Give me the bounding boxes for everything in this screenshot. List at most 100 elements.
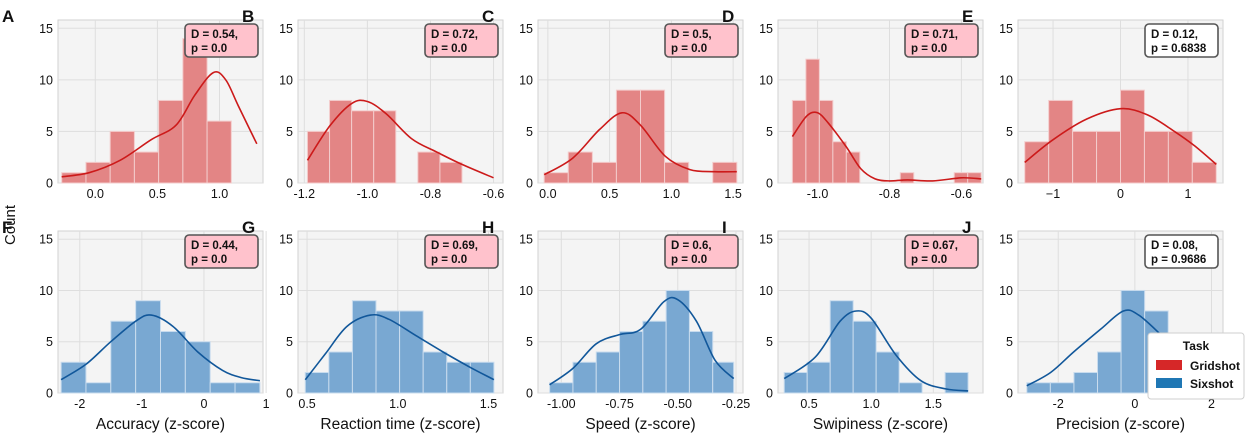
x-tick-label-e: −1: [1046, 187, 1060, 201]
x-tick-label-j: -2: [1053, 397, 1064, 411]
hist-bar-f: [110, 320, 137, 394]
y-tick-label-i: 0: [766, 387, 773, 401]
y-tick-label-d: 5: [766, 125, 773, 139]
hist-bar-c: [664, 161, 690, 184]
x-axis-label-i: Swipiness (z-score): [813, 416, 948, 433]
kde-line-g: [304, 313, 495, 381]
hist-bar-i: [944, 371, 969, 394]
y-tick-label-g: 10: [279, 284, 293, 298]
hist-bar-b: [351, 110, 375, 184]
hist-bar-h: [572, 361, 597, 394]
x-tick-label-f: 0: [201, 397, 208, 411]
panel-letter-i: I: [722, 218, 727, 237]
stats-d-e: D = 0.12,: [1151, 29, 1198, 41]
x-tick-label-c: 1.0: [663, 187, 680, 201]
x-tick-label-e: 0: [1117, 187, 1124, 201]
y-tick-label-d: 10: [759, 73, 773, 87]
panel-letter-h: H: [482, 218, 494, 237]
x-axis-label-f: Accuracy (z-score): [96, 416, 225, 433]
y-tick-label-i: 15: [759, 233, 773, 247]
hist-bar-i: [806, 361, 831, 394]
panel-letter-c: C: [482, 7, 494, 26]
stats-p-a: p = 0.0: [191, 43, 227, 55]
hist-bar-c: [567, 151, 593, 184]
stats-p-i: p = 0.0: [911, 254, 947, 266]
y-tick-label-i: 10: [759, 284, 773, 298]
x-tick-label-a: 0.5: [149, 187, 166, 201]
y-tick-label-i: 5: [766, 335, 773, 349]
stats-d-g: D = 0.69,: [431, 240, 478, 252]
x-tick-label-j: 2: [1208, 397, 1215, 411]
hist-bar-d: [791, 99, 807, 184]
y-tick-label-c: 15: [519, 22, 533, 36]
kde-line-a: [61, 71, 258, 178]
y-tick-label-h: 15: [519, 233, 533, 247]
stats-box-c: [664, 23, 739, 58]
kde-line-d: [791, 111, 982, 182]
x-tick-label-c: 0.0: [539, 187, 556, 201]
hist-bar-j: [1073, 371, 1099, 394]
kde-line-f: [60, 314, 261, 382]
y-tick-label-e: 15: [999, 22, 1013, 36]
hist-bar-g: [422, 351, 448, 394]
x-tick-label-d: -1.0: [807, 187, 829, 201]
x-tick-label-g: 0.5: [298, 397, 315, 411]
x-tick-label-f: -1: [136, 397, 147, 411]
hist-bar-a: [206, 120, 232, 184]
x-tick-label-g: 1.0: [389, 397, 406, 411]
hist-bar-e: [1191, 161, 1217, 184]
y-tick-label-f: 5: [46, 335, 53, 349]
panel-d: 0 5 10 15 -1.0 -0.8 -0.6 D D = 0.71, p = 0.0: [722, 7, 984, 201]
x-tick-label-e: 1: [1184, 187, 1191, 201]
y-tick-label-d: 0: [766, 177, 773, 191]
panel-a: 0 5 10 15 0.0 0.5 1.0 A D = 0.54, p = 0.0: [2, 7, 264, 201]
x-tick-label-b: -1.2: [294, 187, 316, 201]
y-tick-label-j: 10: [999, 284, 1013, 298]
x-tick-label-h: -0.75: [605, 397, 634, 411]
x-tick-label-c: 0.5: [601, 187, 618, 201]
x-tick-label-g: 1.5: [480, 397, 497, 411]
hist-bar-h: [549, 382, 574, 394]
hist-bar-c: [712, 161, 738, 184]
hist-bar-h: [595, 351, 621, 394]
x-tick-label-i: 1.0: [862, 397, 879, 411]
stats-p-h: p = 0.0: [671, 254, 707, 266]
hist-bar-d: [899, 172, 915, 184]
stats-d-f: D = 0.44,: [191, 240, 238, 252]
hist-bar-g: [328, 351, 353, 394]
stats-box-b: [424, 23, 499, 58]
panel-letter-g: G: [242, 218, 255, 237]
stats-p-d: p = 0.0: [911, 43, 947, 55]
hist-bar-f: [184, 341, 211, 394]
hist-bar-d: [805, 58, 820, 184]
panel-e: 0 5 10 15 −1 0 1 E D = 0.12, p = 0.6838: [962, 7, 1224, 201]
hist-bar-b: [373, 110, 397, 184]
x-axis-label-j: Precision (z-score): [1056, 416, 1185, 433]
x-tick-label-h: -1.00: [547, 397, 576, 411]
hist-bar-h: [688, 330, 714, 394]
legend-label-gridshot: Gridshot: [1190, 359, 1240, 373]
stats-p-g: p = 0.0: [431, 254, 467, 266]
stats-box-d: [904, 23, 979, 58]
x-axis-label-g: Reaction time (z-score): [320, 416, 480, 433]
hist-bar-a: [109, 130, 135, 184]
hist-bar-h: [712, 361, 735, 394]
x-tick-label-h: -0.50: [664, 397, 693, 411]
stats-p-b: p = 0.0: [431, 43, 467, 55]
hist-bar-g: [446, 361, 471, 394]
y-tick-label-a: 5: [46, 125, 53, 139]
hist-bar-f: [209, 382, 236, 394]
hist-bar-b: [306, 130, 331, 184]
stats-d-h: D = 0.6,: [671, 240, 712, 252]
x-tick-label-h: -0.25: [722, 397, 751, 411]
panel-letter-a: A: [2, 7, 14, 26]
stats-box-a: [184, 23, 259, 58]
y-tick-label-b: 0: [286, 177, 293, 191]
y-tick-label-j: 0: [1006, 387, 1013, 401]
stats-box-j: [1144, 234, 1219, 269]
x-tick-label-a: 1.0: [211, 187, 228, 201]
y-tick-label-b: 10: [279, 73, 293, 87]
